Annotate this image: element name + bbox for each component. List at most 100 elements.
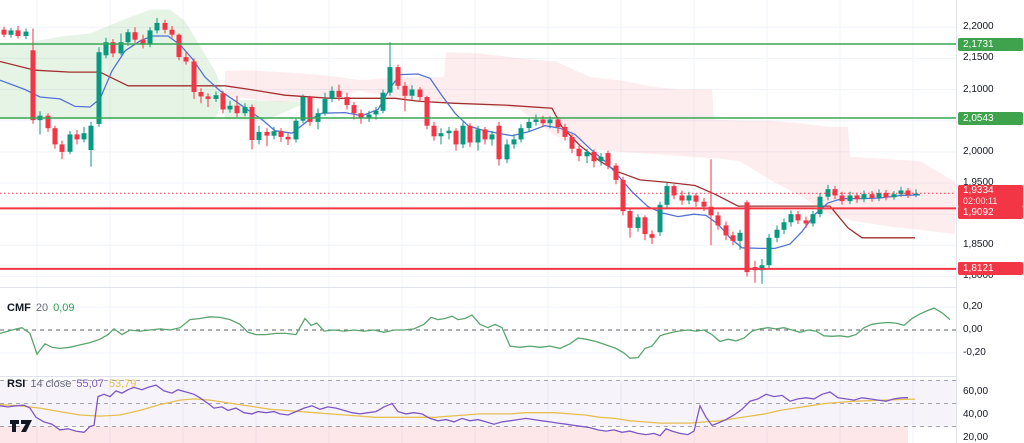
candle-up	[387, 67, 393, 93]
candle-down	[562, 126, 568, 137]
candle-up	[366, 114, 372, 118]
candle-down	[431, 125, 437, 137]
candle-down	[715, 215, 721, 226]
candle-down	[336, 90, 342, 97]
candle-down	[555, 119, 561, 127]
candle-down	[569, 136, 575, 149]
candle-down	[869, 194, 875, 198]
candle-up	[242, 107, 248, 114]
support-price-label: 1,8121	[958, 262, 1023, 276]
candle-up	[96, 52, 102, 124]
candle-down	[467, 125, 473, 143]
tradingview-logo-icon	[10, 420, 32, 432]
candle-up	[373, 110, 379, 115]
current-price-value: 1,9334	[963, 185, 994, 196]
candle-down	[220, 93, 226, 110]
candle-down	[132, 32, 138, 40]
candle-up	[8, 30, 14, 35]
cmf-legend-param: 20	[35, 302, 49, 314]
candle-up	[88, 125, 94, 150]
cmf-axis-label: 0,00	[963, 324, 983, 335]
cmf-legend[interactable]: CMF 20 0,09	[7, 302, 75, 315]
resistance-price-label: 2,1731	[958, 37, 1023, 51]
candle-down	[1, 29, 7, 35]
cmf-legend-title: CMF	[7, 302, 31, 314]
rsi-axis-label: 40,00	[963, 409, 989, 420]
candle-up	[256, 131, 262, 140]
candle-down	[613, 165, 619, 180]
candle-up	[293, 120, 299, 140]
candle-up	[861, 194, 867, 200]
candle-down	[905, 190, 911, 195]
tradingview-logo[interactable]	[9, 418, 34, 438]
candle-up	[67, 134, 73, 152]
candle-down	[605, 153, 611, 166]
candle-up	[300, 97, 306, 121]
candle-down	[693, 195, 699, 202]
candle-up	[810, 214, 816, 224]
candle-down	[453, 130, 459, 145]
candle-down	[395, 67, 401, 86]
candle-down	[795, 214, 801, 221]
candle-down	[679, 195, 685, 201]
candle-down	[883, 193, 889, 198]
candle-up	[847, 195, 853, 202]
candle-up	[446, 130, 452, 134]
price-axis-label: 2,2000	[963, 21, 994, 33]
candle-up	[781, 222, 787, 230]
candle-down	[402, 85, 408, 96]
candle-up	[891, 194, 897, 198]
candle-up	[657, 204, 663, 233]
rsi-axis-label: 20,00	[963, 432, 989, 443]
candle-down	[351, 105, 357, 114]
candle-up	[898, 190, 904, 195]
candle-down	[642, 217, 648, 235]
candle-down	[723, 225, 729, 236]
candle-down	[264, 131, 270, 136]
resistance-price-label: 2,0543	[958, 111, 1023, 125]
cmf-axis-label: -0,20	[963, 347, 986, 358]
rsi-legend-title: RSI	[7, 378, 26, 390]
candle-down	[708, 206, 714, 216]
candle-down	[701, 201, 707, 207]
candle-down	[576, 148, 582, 157]
candle-up	[584, 151, 590, 157]
candle-down	[183, 57, 189, 62]
candle-up	[526, 121, 532, 129]
ichimoku-conversion-line	[0, 35, 921, 250]
candle-up	[271, 131, 277, 136]
rsi-oversold-fill	[0, 426, 908, 443]
rsi-legend-param: 14 close	[30, 378, 72, 390]
current-price-badge: 1,9334 02:00:11	[958, 185, 1023, 207]
candle-down	[627, 211, 633, 228]
price-axis-label: 2,0000	[963, 145, 994, 157]
candle-down	[496, 125, 502, 160]
candle-down	[671, 186, 677, 196]
candle-up	[154, 22, 160, 31]
rsi-axis-label: 60,00	[963, 386, 989, 397]
ichimoku-cloud-bearish	[360, 52, 955, 235]
candle-up	[504, 144, 510, 160]
price-axis-label: 2,1000	[963, 83, 994, 95]
candle-up	[547, 119, 553, 124]
cmf-axis-label: 0,20	[963, 301, 983, 312]
axis-background	[956, 0, 1024, 443]
candle-down	[307, 97, 313, 122]
candle-down	[649, 234, 655, 238]
candle-up	[511, 139, 517, 145]
candle-up	[213, 95, 219, 99]
price-axis-label: 1,9500	[963, 177, 994, 188]
candle-up	[766, 237, 772, 266]
candle-up	[518, 128, 524, 140]
candle-up	[81, 133, 87, 140]
candle-up	[788, 214, 794, 223]
candle-down	[854, 195, 860, 200]
candle-up	[686, 195, 692, 201]
candle-down	[74, 134, 80, 140]
candle-down	[140, 39, 146, 45]
candle-down	[591, 151, 597, 162]
rsi-legend[interactable]: RSI 14 close 55,07 53,79	[7, 378, 136, 391]
rsi-line	[0, 384, 909, 437]
